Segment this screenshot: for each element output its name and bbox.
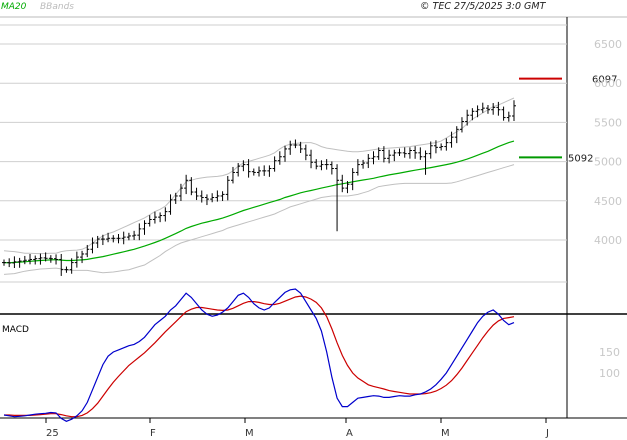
x-tick-label: A xyxy=(346,428,353,439)
copyright-timestamp: © TEC 27/5/2025 3:0 GMT xyxy=(420,1,547,12)
bollinger-bands xyxy=(3,97,515,275)
price-bars xyxy=(2,100,516,276)
macd-tick-label: 100 xyxy=(599,367,620,380)
ma20-series xyxy=(3,140,515,264)
legend-ma20: MA20 xyxy=(1,2,27,12)
y-tick-label: 5000 xyxy=(594,156,622,169)
y-tick-label: 5500 xyxy=(594,116,622,129)
legend-bbands: BBands xyxy=(40,2,74,12)
x-tick-label: J xyxy=(545,428,549,439)
y-tick-label: 4500 xyxy=(594,195,622,208)
bband-lower xyxy=(3,164,515,275)
support-label: 5092 xyxy=(568,153,593,164)
macd-title: MACD xyxy=(2,325,29,335)
axes: 6500 6000 5500 5000 4500 4000 150 100 25 F M A M J xyxy=(45,38,622,439)
macd-line xyxy=(3,288,515,422)
y-tick-label: 6500 xyxy=(594,38,622,51)
macd-signal-line xyxy=(4,295,515,418)
ma20-line xyxy=(3,140,515,264)
grid-lines xyxy=(0,16,627,419)
x-tick-label: M xyxy=(441,428,450,439)
y-tick-label: 6000 xyxy=(594,77,622,90)
x-tick-label: 25 xyxy=(46,428,59,439)
x-tick-label: F xyxy=(150,428,156,439)
x-tick-label: M xyxy=(245,428,254,439)
macd-lines xyxy=(3,288,515,422)
macd-tick-label: 150 xyxy=(599,346,620,359)
bband-upper xyxy=(3,97,515,255)
price-levels: 6097 5092 xyxy=(519,75,617,164)
resistance-label: 6097 xyxy=(592,75,617,86)
y-tick-label: 4000 xyxy=(594,234,622,247)
